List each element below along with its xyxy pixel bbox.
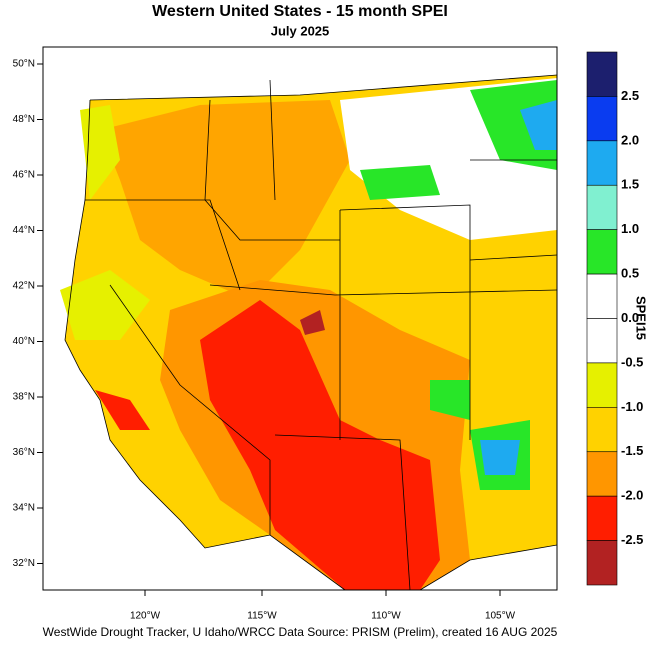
colorbar-label: -2.5 [621, 532, 643, 547]
colorbar-label: 2.0 [621, 132, 639, 147]
colorbar-label: 1.5 [621, 177, 639, 192]
colorbar-label: 0.5 [621, 266, 639, 281]
colorbar-bin [586, 407, 618, 453]
latitude-labels: 50°N 48°N 46°N 44°N 42°N 40°N 38°N 36°N 34°N 32°N [13, 59, 43, 569]
colorbar-label: -2.0 [621, 488, 643, 503]
subtitle: July 2025 [271, 23, 330, 38]
lat-label: 38°N [13, 392, 35, 403]
colorbar-bin [586, 362, 618, 408]
colorbar-bin [586, 540, 618, 586]
colorbar-title: SPEI15 [634, 296, 649, 340]
colorbar-label: -0.5 [621, 354, 643, 369]
lat-label: 42°N [13, 281, 35, 292]
severe-region [200, 300, 440, 590]
moist-region [60, 270, 150, 340]
lat-label: 32°N [13, 558, 35, 569]
longitude-labels: 120°W 115°W 110°W 105°W [130, 590, 516, 622]
colorbar-bin [586, 451, 618, 497]
lat-label: 50°N [13, 59, 35, 70]
colorbar-label: -1.0 [621, 399, 643, 414]
colorbar-bin [586, 184, 618, 230]
lon-label: 105°W [485, 611, 516, 622]
map [42, 46, 558, 591]
lat-label: 40°N [13, 336, 35, 347]
colorbar-label: 0.0 [621, 310, 639, 325]
wet-region [360, 165, 440, 200]
borders [64, 74, 558, 591]
lat-label: 48°N [13, 114, 35, 125]
colorbar-bin [586, 140, 618, 186]
lat-label: 44°N [13, 225, 35, 236]
colorbar-bin [586, 51, 618, 97]
lon-label: 110°W [371, 611, 401, 622]
very-wet-region [480, 440, 520, 475]
title: Western United States - 15 month SPEI [152, 3, 448, 20]
very-wet-region [520, 100, 557, 150]
wet-region [430, 380, 470, 420]
lat-label: 36°N [13, 447, 35, 458]
severe-region [95, 390, 150, 430]
colorbar: 2.5 2.0 1.5 1.0 0.5 0.0 -0.5 -1.0 -1.5 -2.0 -2.5 [586, 51, 643, 586]
colorbar-bin [586, 229, 618, 275]
map-frame [42, 46, 558, 591]
colorbar-label: -1.5 [621, 443, 643, 458]
lat-label: 34°N [13, 503, 35, 514]
extreme-region [300, 310, 325, 335]
footer: WestWide Drought Tracker, U Idaho/WRCC D… [43, 625, 558, 639]
lon-label: 120°W [130, 611, 161, 622]
colorbar-bin [586, 318, 618, 364]
colorbar-label: 2.5 [621, 88, 639, 103]
colorbar-bin [586, 273, 618, 319]
lon-label: 115°W [247, 611, 277, 622]
colorbar-label: 1.0 [621, 221, 639, 236]
moist-region [80, 105, 120, 200]
lat-label: 46°N [13, 170, 35, 181]
colorbar-bin [586, 495, 618, 541]
colorbar-bin [586, 96, 618, 142]
dry-region [100, 100, 350, 300]
